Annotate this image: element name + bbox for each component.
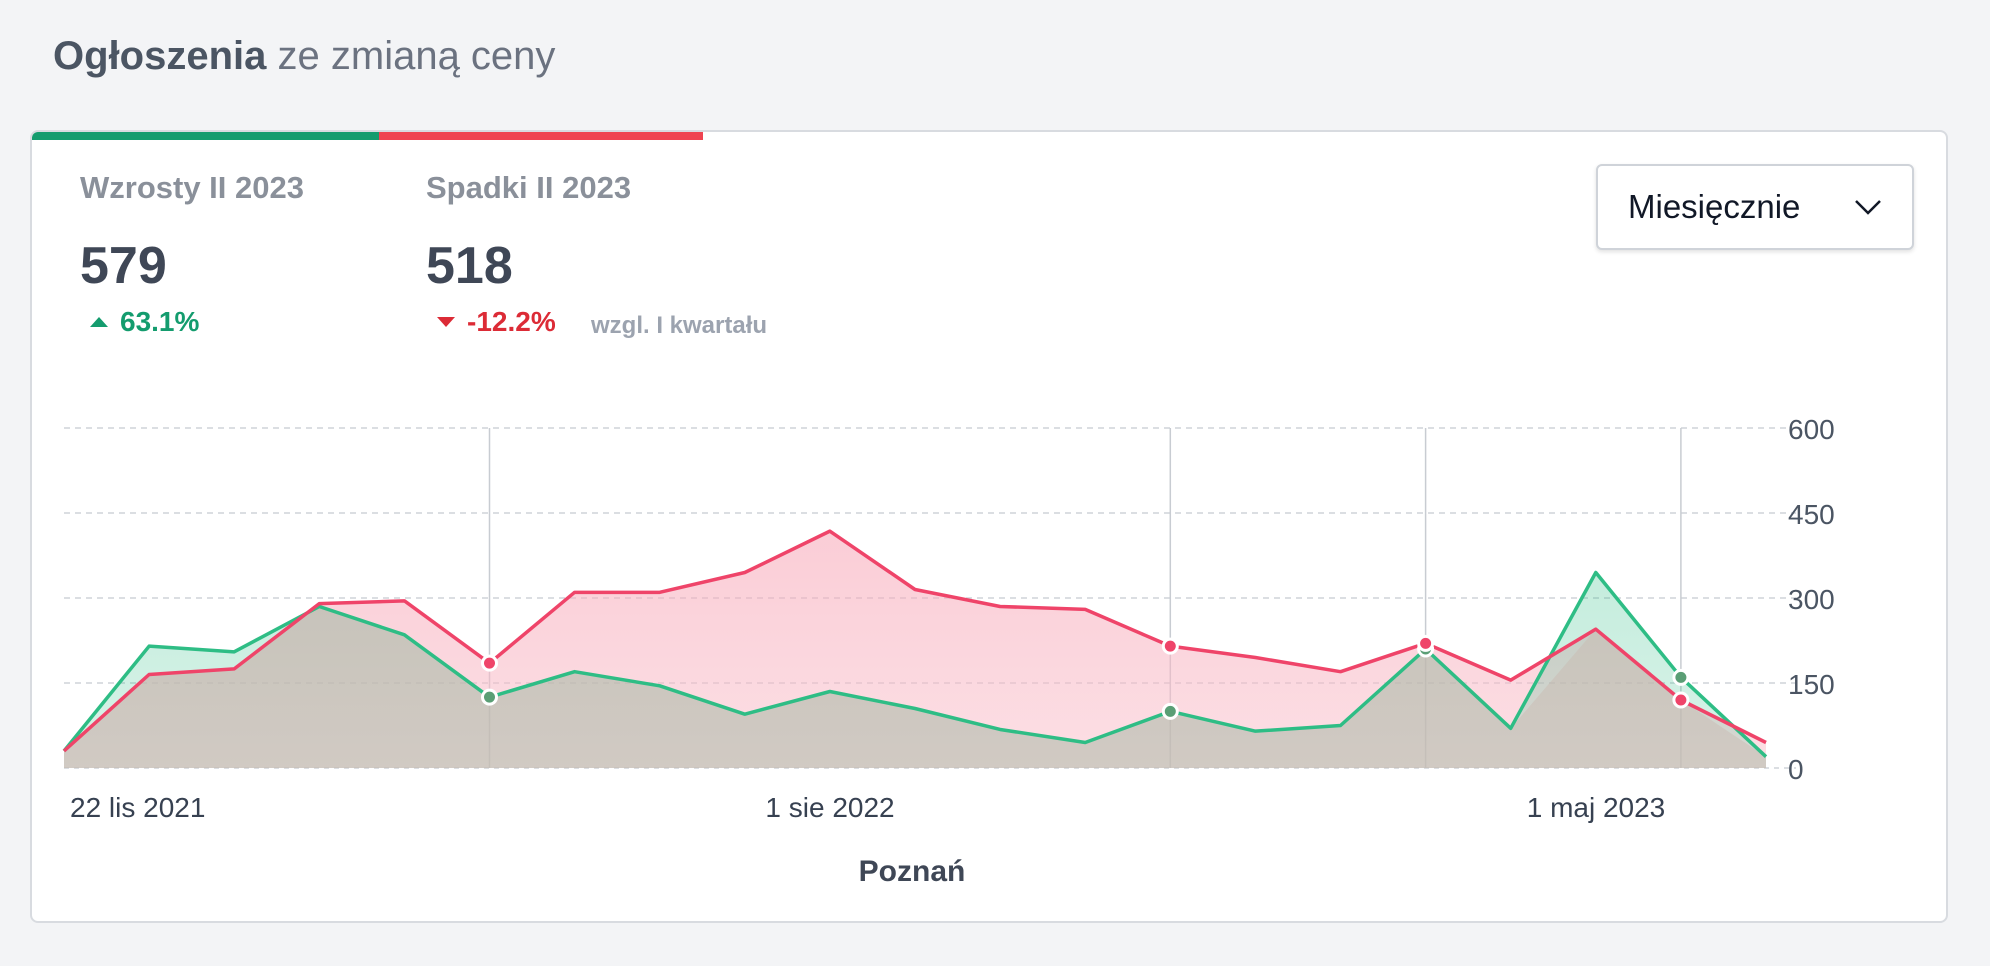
decrease-change: -12.2% xyxy=(437,306,556,338)
y-tick-label: 0 xyxy=(1788,754,1804,785)
decrease-point xyxy=(481,654,498,672)
increase-point xyxy=(1672,668,1690,686)
x-tick-label: 1 sie 2022 xyxy=(765,792,894,823)
period-dropdown-label: Miesięcznie xyxy=(1628,188,1801,225)
arrow-down-icon xyxy=(437,317,455,327)
overlap-area xyxy=(64,606,1766,768)
price-change-chart: 0 150 300 450 600 22 lis 2021 1 sie 2022 1 maj … xyxy=(62,414,1835,823)
page-title: Ogłoszenia ze zmianą ceny xyxy=(53,34,555,79)
decrease-label: Spadki II 2023 xyxy=(426,170,632,205)
chart-card: Wzrosty II 2023 579 63.1% Spadki II 2023… xyxy=(30,130,1948,923)
y-tick-label: 600 xyxy=(1788,414,1835,445)
chart-title: Poznań xyxy=(858,855,966,888)
increase-change: 63.1% xyxy=(90,306,199,338)
increase-label: Wzrosty II 2023 xyxy=(80,170,304,205)
decrease-point xyxy=(1672,691,1690,709)
increase-accent-bar xyxy=(32,132,379,140)
increase-line xyxy=(62,570,1768,758)
decrease-value: 518 xyxy=(426,237,513,295)
x-tick-label: 1 maj 2023 xyxy=(1527,792,1666,823)
increase-point xyxy=(1161,702,1179,720)
decrease-point xyxy=(1161,637,1179,655)
x-tick-label: 22 lis 2021 xyxy=(70,792,205,823)
comparison-note: wzgl. I kwartału xyxy=(591,312,768,339)
increase-area xyxy=(64,572,1766,768)
chevron-down-icon xyxy=(1855,200,1881,215)
decrease-line xyxy=(62,529,1767,753)
y-tick-label: 450 xyxy=(1788,499,1835,530)
increase-point xyxy=(481,688,498,706)
increase-change-value: 63.1% xyxy=(120,306,200,337)
y-tick-label: 150 xyxy=(1788,669,1835,700)
arrow-up-icon xyxy=(90,317,108,327)
period-dropdown[interactable]: Miesięcznie xyxy=(1596,164,1914,250)
y-tick-label: 300 xyxy=(1788,584,1835,615)
page-title-strong: Ogłoszenia xyxy=(53,34,267,78)
decrease-change-value: -12.2% xyxy=(467,306,556,337)
page-title-rest: ze zmianą ceny xyxy=(277,34,556,78)
decrease-accent-bar xyxy=(379,132,703,140)
decrease-point xyxy=(1417,634,1435,652)
increase-value: 579 xyxy=(80,237,167,295)
